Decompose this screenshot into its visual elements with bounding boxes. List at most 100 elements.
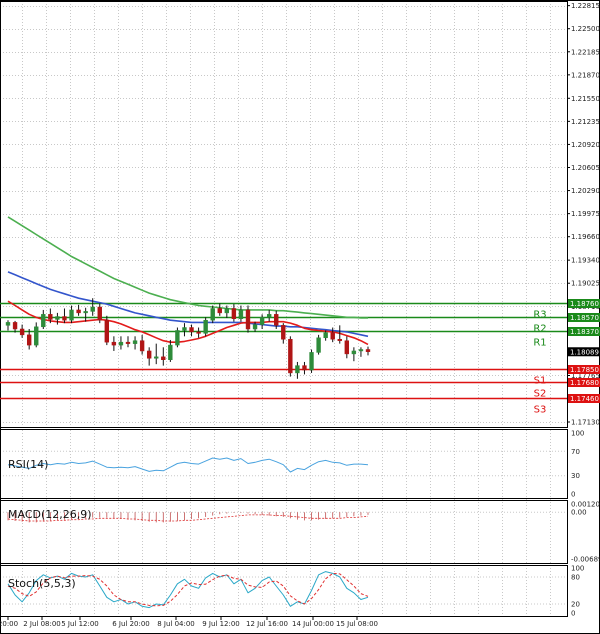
candle bbox=[26, 328, 32, 350]
candle bbox=[139, 334, 145, 355]
stoch-tick-label: 80 bbox=[571, 574, 580, 582]
level-price-tag bbox=[568, 378, 600, 387]
level-price-label: 1.17850 bbox=[570, 366, 599, 374]
time-tick-label: 20:00 bbox=[0, 620, 18, 628]
candle bbox=[5, 320, 11, 331]
candle bbox=[175, 327, 180, 348]
candle bbox=[154, 343, 159, 365]
candle bbox=[266, 309, 272, 322]
candle bbox=[83, 307, 88, 322]
price-tick-label: 1.20290 bbox=[571, 187, 600, 195]
candle-body bbox=[168, 344, 173, 360]
candle bbox=[69, 305, 74, 324]
candle-body bbox=[238, 309, 244, 319]
stoch-k-line bbox=[7, 571, 369, 609]
candle bbox=[365, 346, 371, 356]
candle-body bbox=[97, 306, 102, 321]
ema-mid-line bbox=[7, 271, 369, 338]
candle-body bbox=[41, 314, 46, 328]
candle-body bbox=[5, 322, 11, 326]
level-price-tag bbox=[568, 327, 600, 336]
candle bbox=[182, 323, 187, 337]
price-tick-label: 1.21550 bbox=[571, 95, 600, 103]
level-name-r3: R3 bbox=[533, 310, 546, 321]
price-candles bbox=[5, 298, 371, 379]
candle-body bbox=[323, 332, 328, 339]
candle bbox=[76, 304, 81, 316]
time-tick-label: 8 Jul 04:00 bbox=[157, 620, 195, 628]
candle-body bbox=[337, 338, 342, 341]
candle-body bbox=[139, 340, 145, 352]
grid bbox=[0, 1, 567, 616]
candle-body bbox=[203, 319, 208, 334]
candle-body bbox=[288, 338, 293, 374]
macd-title: MACD(12,26,9) bbox=[8, 508, 92, 521]
current-price-label: 1.18089 bbox=[570, 348, 599, 356]
candle-body bbox=[358, 349, 364, 352]
candle-body bbox=[48, 314, 53, 320]
candle-body bbox=[281, 325, 286, 340]
candle-body bbox=[295, 365, 300, 374]
candle bbox=[323, 330, 328, 341]
candle-body bbox=[344, 340, 350, 355]
rsi-tick-label: 0 bbox=[571, 491, 575, 499]
candle bbox=[62, 308, 67, 324]
candle-body bbox=[125, 341, 131, 344]
candle-body bbox=[224, 308, 230, 314]
level-price-label: 1.18370 bbox=[570, 328, 599, 336]
candle bbox=[295, 361, 300, 379]
time-tick-label: 5 Jul 12:00 bbox=[61, 620, 99, 628]
candle bbox=[55, 312, 60, 325]
candle bbox=[41, 309, 46, 329]
candle bbox=[146, 347, 152, 366]
candle bbox=[252, 321, 258, 332]
level-name-s2: S2 bbox=[534, 389, 547, 400]
candle-body bbox=[330, 332, 335, 340]
candle bbox=[302, 361, 307, 375]
level-price-label: 1.17460 bbox=[570, 395, 599, 403]
candle-body bbox=[161, 356, 166, 360]
candle bbox=[281, 323, 286, 344]
candle bbox=[118, 336, 124, 350]
candle bbox=[196, 327, 201, 338]
candle bbox=[238, 305, 244, 322]
candle bbox=[189, 324, 194, 337]
candle-body bbox=[196, 331, 201, 334]
candle bbox=[132, 336, 138, 350]
candle bbox=[97, 303, 102, 324]
candle-body bbox=[245, 309, 251, 330]
panel-frame-stoch bbox=[0, 565, 568, 617]
indicator-series bbox=[7, 457, 369, 609]
candle bbox=[288, 336, 293, 377]
candle bbox=[19, 324, 25, 338]
level-price-tag bbox=[568, 365, 600, 374]
current-price-tag bbox=[568, 347, 600, 357]
candle-body bbox=[351, 350, 357, 355]
level-name-r2: R2 bbox=[533, 324, 546, 335]
candle bbox=[90, 298, 95, 316]
candle-body bbox=[309, 352, 314, 371]
candle-body bbox=[154, 356, 159, 359]
candle bbox=[34, 322, 39, 348]
candle bbox=[125, 336, 131, 348]
candle-body bbox=[365, 349, 371, 352]
price-tick-label: 1.19975 bbox=[571, 210, 600, 218]
candle bbox=[330, 327, 335, 343]
price-tick-label: 1.20605 bbox=[571, 164, 600, 172]
candle-body bbox=[62, 316, 67, 321]
price-tick-label: 1.19025 bbox=[571, 280, 600, 288]
candle bbox=[231, 304, 237, 322]
price-tick-label: 1.19660 bbox=[571, 233, 600, 241]
stoch-tick-label: 20 bbox=[571, 601, 580, 609]
price-tick-label: 1.21235 bbox=[571, 118, 600, 126]
stoch-title: Stoch(5,5,3) bbox=[8, 577, 76, 590]
candle-body bbox=[252, 324, 258, 330]
stoch-tick-label: 0 bbox=[571, 610, 575, 618]
rsi-tick-label: 100 bbox=[571, 430, 584, 438]
level-price-tag bbox=[568, 299, 600, 308]
support-resistance-levels: R3 R2 R1 S1 S2 S3 bbox=[0, 302, 567, 416]
candle-body bbox=[111, 341, 117, 346]
price-tick-label: 1.22815 bbox=[571, 2, 600, 10]
time-tick-label: 6 Jul 20:00 bbox=[112, 620, 150, 628]
